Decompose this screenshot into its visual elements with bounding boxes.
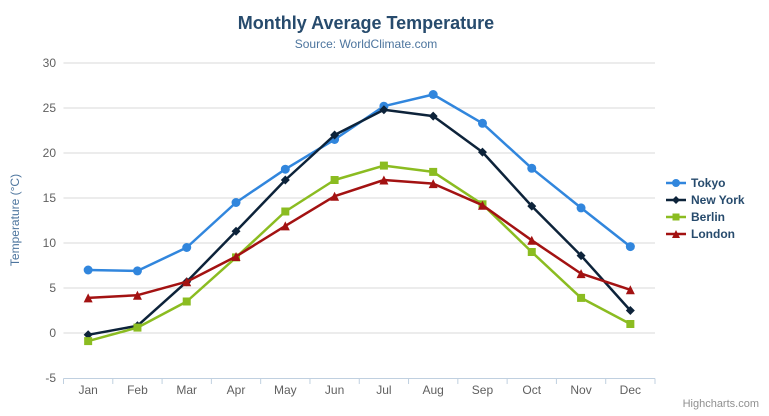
- data-point[interactable]: [182, 243, 192, 252]
- data-point[interactable]: [83, 330, 93, 340]
- data-point[interactable]: [527, 163, 537, 173]
- data-point[interactable]: [477, 147, 487, 157]
- y-axis-label: 20: [43, 146, 57, 160]
- data-point[interactable]: [379, 175, 389, 185]
- data-point[interactable]: [576, 203, 586, 213]
- data-point[interactable]: [132, 290, 142, 300]
- data-point[interactable]: [477, 200, 487, 210]
- x-axis-label: Apr: [227, 383, 246, 397]
- data-point[interactable]: [576, 269, 586, 279]
- data-point[interactable]: [672, 179, 680, 187]
- chart-subtitle: Source: WorldClimate.com: [294, 37, 438, 51]
- y-axis-label: 5: [49, 281, 56, 295]
- series-line: [86, 93, 632, 273]
- legend-item-new-york[interactable]: New York: [666, 192, 745, 208]
- export-menu-button[interactable]: [731, 14, 759, 36]
- y-axis-label: 15: [43, 191, 57, 205]
- x-axis-label: Jun: [325, 383, 344, 397]
- legend-symbol-triangle-icon: [666, 230, 686, 238]
- data-point[interactable]: [281, 207, 290, 216]
- data-point[interactable]: [330, 130, 340, 140]
- x-axis-label: Aug: [423, 383, 444, 397]
- x-axis-label: Nov: [570, 383, 591, 397]
- series-new-york[interactable]: [83, 105, 635, 340]
- legend-label: London: [691, 227, 735, 241]
- x-axis-label: Jul: [376, 383, 391, 397]
- series-line: [86, 164, 632, 343]
- data-point[interactable]: [428, 111, 438, 121]
- x-axis-label: Jan: [78, 383, 97, 397]
- x-axis-label: Oct: [522, 383, 541, 397]
- data-point[interactable]: [527, 201, 537, 211]
- data-point[interactable]: [280, 164, 290, 174]
- legend-symbol-circle-icon: [666, 179, 686, 187]
- data-point[interactable]: [83, 265, 93, 275]
- data-point[interactable]: [330, 191, 340, 201]
- data-point[interactable]: [477, 118, 487, 128]
- legend-item-london[interactable]: London: [666, 226, 745, 242]
- legend-symbol-square-icon: [666, 213, 686, 221]
- series-line: [86, 178, 632, 300]
- series-line: [86, 108, 632, 337]
- data-point[interactable]: [83, 293, 93, 303]
- data-point[interactable]: [576, 251, 586, 261]
- legend-label: New York: [691, 193, 745, 207]
- series-london[interactable]: [83, 175, 635, 303]
- legend-item-tokyo[interactable]: Tokyo: [666, 175, 745, 191]
- y-axis-label: 30: [43, 56, 57, 70]
- data-point[interactable]: [428, 90, 438, 99]
- legend-label: Berlin: [691, 210, 726, 224]
- legend-label: Tokyo: [691, 176, 726, 190]
- data-point[interactable]: [280, 221, 290, 231]
- chart-title: Monthly Average Temperature: [237, 13, 495, 33]
- x-axis-label: Sep: [472, 383, 494, 397]
- x-axis-label: Feb: [127, 383, 148, 397]
- series-tokyo[interactable]: [83, 90, 635, 276]
- data-point[interactable]: [182, 277, 192, 287]
- y-axis-title: Temperature (°C): [8, 173, 22, 267]
- data-point[interactable]: [132, 266, 142, 276]
- data-point[interactable]: [429, 167, 438, 176]
- y-axis-label: 10: [43, 236, 57, 250]
- data-point[interactable]: [231, 198, 241, 207]
- data-point[interactable]: [626, 320, 635, 328]
- legend: Tokyo New York Berlin London: [666, 175, 745, 242]
- y-axis-label: 0: [49, 326, 56, 340]
- y-axis-label: -5: [45, 371, 56, 385]
- data-point[interactable]: [672, 213, 680, 221]
- data-point[interactable]: [527, 235, 537, 245]
- data-point[interactable]: [428, 179, 438, 189]
- x-axis-label: Dec: [620, 383, 641, 397]
- data-point[interactable]: [625, 242, 635, 252]
- x-axis-label: May: [274, 383, 297, 397]
- highcharts-credit-link[interactable]: Highcharts.com: [682, 398, 759, 410]
- data-point[interactable]: [672, 230, 680, 238]
- data-point[interactable]: [84, 337, 93, 346]
- data-point[interactable]: [527, 248, 536, 256]
- data-point[interactable]: [379, 161, 388, 170]
- data-point[interactable]: [672, 196, 680, 204]
- data-point[interactable]: [330, 176, 339, 184]
- x-axis-label: Mar: [176, 383, 197, 397]
- data-point[interactable]: [280, 175, 290, 185]
- data-point[interactable]: [625, 306, 635, 315]
- data-point[interactable]: [577, 293, 586, 302]
- y-axis-label: 25: [43, 101, 57, 115]
- legend-item-berlin[interactable]: Berlin: [666, 209, 745, 225]
- data-point[interactable]: [231, 226, 241, 236]
- data-point[interactable]: [379, 105, 389, 115]
- data-point[interactable]: [133, 323, 142, 332]
- data-point[interactable]: [625, 285, 635, 295]
- data-point[interactable]: [182, 297, 191, 306]
- data-point[interactable]: [231, 252, 241, 261]
- legend-symbol-diamond-icon: [666, 196, 686, 204]
